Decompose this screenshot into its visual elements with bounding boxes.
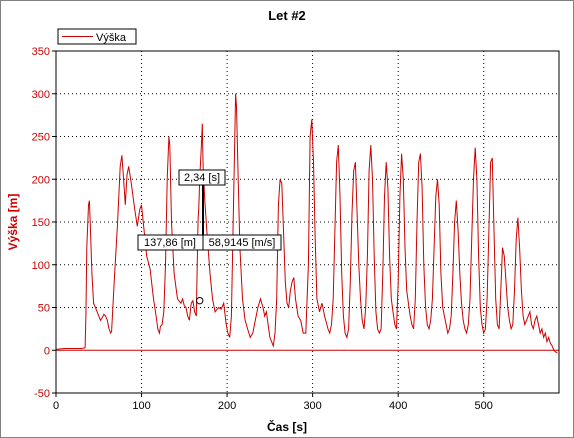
x-tick-label: 500: [475, 400, 493, 412]
value-label-box: [137, 234, 282, 251]
legend-box: [57, 28, 137, 45]
x-tick-label: 400: [389, 400, 407, 412]
legend: Výška: [57, 28, 137, 45]
legend-label: Výška: [96, 32, 127, 44]
x-tick-label: 300: [303, 400, 321, 412]
grid: [56, 51, 559, 393]
y-tick-label: -50: [34, 388, 50, 400]
cursor-annotation: 2,34 [s] 137,86 [m] 58,9145 [m/s]: [137, 169, 282, 305]
y-tick-label: 0: [44, 345, 50, 357]
time-label: 2,34 [s]: [184, 172, 220, 184]
y-tick-label: 200: [32, 174, 50, 186]
x-tick-label: 0: [53, 400, 59, 412]
height-value-label: 137,86 [m]: [144, 237, 196, 249]
y-axis-label: Výška [m]: [6, 194, 20, 251]
marker-circle: [196, 296, 204, 305]
chart-title: Let #2: [268, 8, 306, 23]
x-ticks: 0 100 200 300 400 500: [53, 393, 493, 412]
y-tick-label: 350: [32, 46, 50, 58]
y-tick-label: 100: [32, 260, 50, 272]
series-line-vyska: [55, 93, 558, 354]
y-ticks: -50 0 50 100 150 200 250 300 350: [32, 46, 56, 400]
y-tick-label: 50: [38, 303, 50, 315]
x-tick-label: 100: [132, 400, 150, 412]
y-tick-label: 250: [32, 132, 50, 144]
y-tick-label: 150: [32, 217, 50, 229]
x-tick-label: 200: [218, 400, 236, 412]
plot-area: [56, 51, 559, 393]
speed-value-label: 58,9145 [m/s]: [209, 237, 276, 249]
y-tick-label: 300: [32, 89, 50, 101]
time-label-box: [178, 169, 226, 186]
x-axis-label: Čas [s]: [267, 419, 307, 434]
